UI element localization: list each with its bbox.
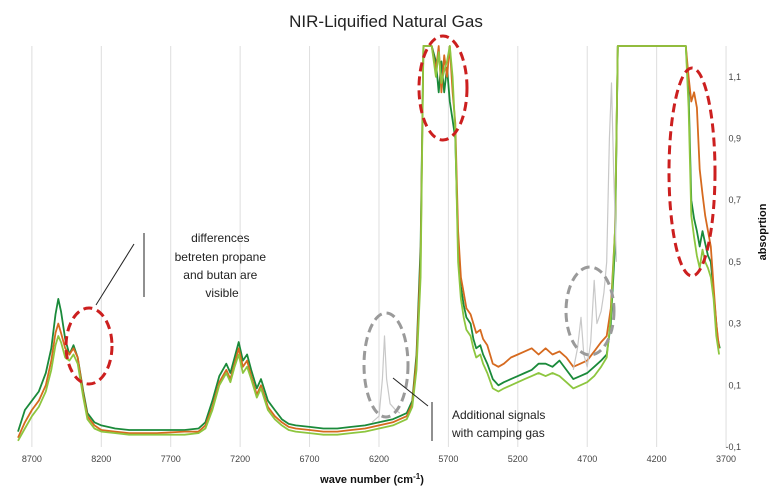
x-tick-label: 8200 (91, 454, 111, 464)
series-line-2 (17, 45, 720, 442)
x-tick-label: 5200 (508, 454, 528, 464)
y-tick-label: 0,3 (728, 319, 741, 329)
annotation-leader-line (95, 243, 135, 306)
chart-title: NIR-Liquified Natural Gas (289, 12, 483, 31)
series-line-4 (572, 82, 617, 371)
x-tick-label: 5700 (438, 454, 458, 464)
y-tick-labels: -0,1 0,1 0,3 0,5 0,7 0,9 1,1 (725, 72, 741, 452)
x-axis-label: wave number (cm-1) (319, 472, 424, 486)
x-tick-label: 7200 (230, 454, 250, 464)
x-tick-label: 3700 (716, 454, 736, 464)
y-tick-label: 0,7 (728, 195, 741, 205)
x-tick-label: 6200 (369, 454, 389, 464)
highlight-ellipse-camping-gas-6200 (362, 311, 410, 419)
highlight-ellipse-propane-butane (64, 306, 114, 386)
annotation-camping-gas: Additional signals with camping gas (451, 408, 549, 440)
y-axis-label: absoprtion (757, 203, 769, 260)
x-tick-label: 6700 (300, 454, 320, 464)
x-tick-label: 4200 (647, 454, 667, 464)
x-tick-labels: 8700 8200 7700 7200 6700 6200 5700 5200 4700 4200… (22, 454, 736, 464)
x-tick-label: 8700 (22, 454, 42, 464)
series-lines (17, 45, 721, 442)
series-line-3 (371, 335, 401, 423)
annotation-differences: differences betreten propane and butan a… (175, 231, 270, 300)
vertical-gridlines (31, 46, 727, 447)
annotation-leader-line (392, 377, 429, 407)
highlight-ellipse-peak-5700 (417, 34, 469, 142)
x-tick-label: 4700 (577, 454, 597, 464)
y-tick-label: 0,9 (728, 134, 741, 144)
x-tick-label: 7700 (161, 454, 181, 464)
y-tick-label: -0,1 (725, 442, 741, 452)
y-tick-label: 0,5 (728, 257, 741, 267)
y-tick-label: 0,1 (728, 380, 741, 390)
y-tick-label: 1,1 (728, 72, 741, 82)
highlight-ellipse-camping-gas-4700 (564, 265, 616, 357)
highlight-ellipse-peak-3900 (667, 66, 717, 278)
